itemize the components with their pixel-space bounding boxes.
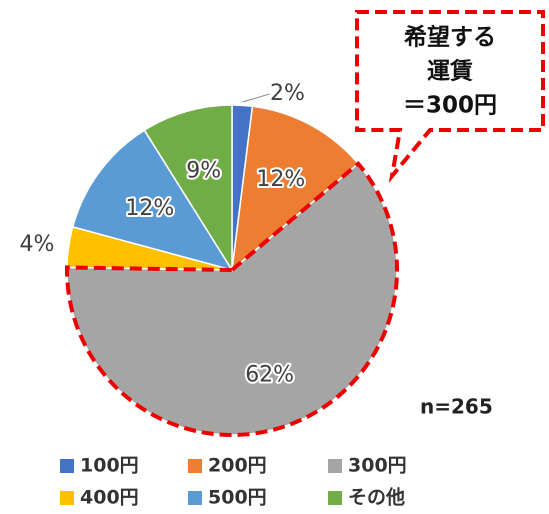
leader-line	[242, 93, 270, 103]
legend-swatch	[188, 459, 202, 473]
callout-box	[355, 10, 545, 184]
data-label: 2%	[270, 81, 305, 106]
legend-label: 400円	[80, 487, 139, 509]
pie-slice	[71, 129, 234, 272]
legend-swatch	[328, 491, 342, 505]
callout-line: 希望する	[404, 24, 496, 51]
callout-line: ＝300円	[403, 93, 497, 119]
data-label: 62%	[245, 363, 294, 388]
data-label: 12%	[256, 167, 305, 192]
pie-slice	[231, 105, 360, 272]
pie-slice	[143, 104, 233, 273]
callout-line: 運賃	[427, 59, 473, 85]
data-label: 12%	[125, 196, 174, 221]
data-label: 4%	[20, 232, 55, 257]
legend-swatch	[328, 459, 342, 473]
legend-label: 200円	[208, 455, 267, 477]
data-label: 9%	[186, 159, 221, 184]
legend-label: 100円	[80, 455, 139, 477]
legend-label: 300円	[348, 455, 407, 477]
highlight-outline	[65, 160, 399, 437]
pie	[65, 104, 399, 437]
legend-label: 500円	[208, 487, 267, 509]
sample-size: n=265	[420, 395, 493, 419]
legend-label: その他	[348, 486, 405, 509]
legend-swatch	[60, 459, 74, 473]
legend-swatch	[60, 491, 74, 505]
legend-swatch	[188, 491, 202, 505]
